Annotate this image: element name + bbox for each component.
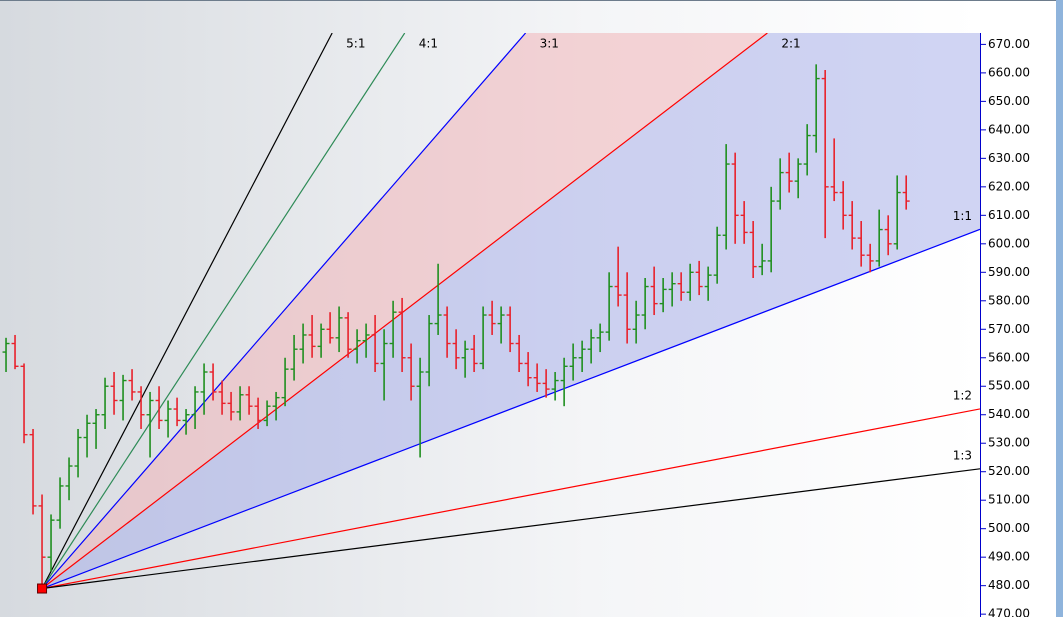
y-tick-label: 500.00 [988,521,1030,535]
fan-line [41,228,980,590]
fan-line [41,408,980,590]
fan-line [41,33,768,589]
y-tick-label: 520.00 [988,464,1030,478]
fan-label: 2:1 [781,37,800,51]
fan-band [42,33,980,589]
fan-label: 3:1 [540,37,559,51]
y-tick-label: 510.00 [988,493,1030,507]
fan-label: 1:1 [953,209,972,223]
y-tick-label: 570.00 [988,322,1030,336]
y-tick-label: 480.00 [988,578,1030,592]
fan-line [41,33,527,589]
y-tick-label: 590.00 [988,265,1030,279]
y-tick-label: 670.00 [988,37,1030,51]
y-tick-label: 560.00 [988,350,1030,364]
y-tick-label: 580.00 [988,293,1030,307]
y-tick-label: 660.00 [988,65,1030,79]
y-tick-label: 630.00 [988,151,1030,165]
y-tick-label: 530.00 [988,436,1030,450]
y-tick-label: 610.00 [988,208,1030,222]
fan-label: 1:2 [953,388,972,402]
fan-line [41,33,333,589]
fan-label: 1:3 [953,448,972,462]
y-tick-label: 540.00 [988,407,1030,421]
fan-origin [37,583,48,594]
y-tick-label: 620.00 [988,179,1030,193]
fan-lines [41,33,980,590]
y-tick-label: 470.00 [988,607,1030,617]
y-tick-label: 650.00 [988,94,1030,108]
y-tick-label: 550.00 [988,379,1030,393]
fan-line [41,468,980,590]
fan-label: 4:1 [419,37,438,51]
y-tick-label: 490.00 [988,550,1030,564]
fan-label: 5:1 [346,37,365,51]
fan-line [41,33,406,589]
axis-background [980,0,1056,617]
labels: 5:1 4:1 3:1 2:1 1:1 1:2 1:3 [346,37,972,463]
y-tick-label: 600.00 [988,236,1030,250]
y-tick-label: 640.00 [988,122,1030,136]
window-frame [1056,0,1063,617]
bars [2,64,910,589]
